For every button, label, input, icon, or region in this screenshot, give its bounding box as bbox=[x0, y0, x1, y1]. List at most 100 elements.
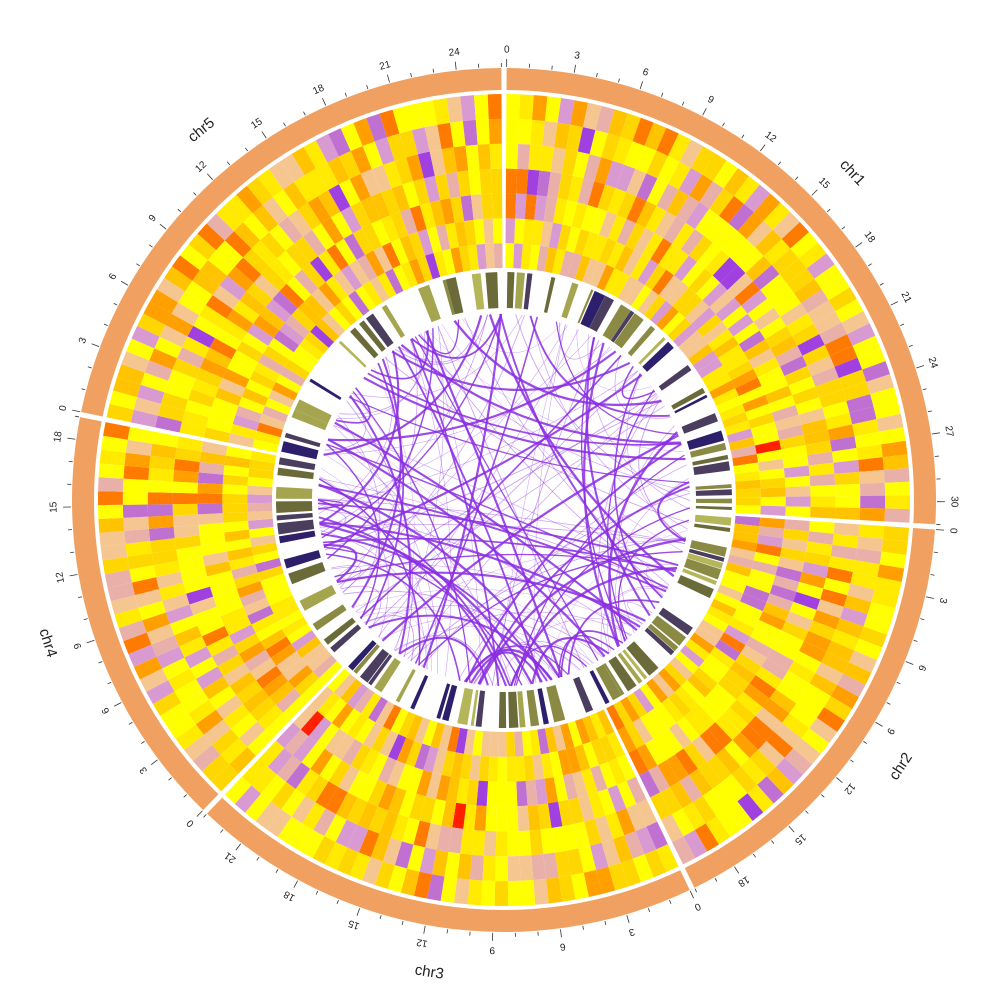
heatmap-cell bbox=[560, 723, 575, 750]
heatmap-cell bbox=[688, 768, 713, 796]
heatmap-cell bbox=[268, 389, 295, 408]
heatmap-cell bbox=[653, 733, 675, 761]
band-mark bbox=[436, 683, 451, 719]
heatmap-cell bbox=[722, 707, 749, 733]
heatmap-cell bbox=[666, 754, 689, 782]
heatmap-cell bbox=[333, 673, 357, 698]
heatmap-cell bbox=[711, 683, 737, 708]
heatmap-cell bbox=[484, 243, 495, 269]
heatmap-cell bbox=[751, 560, 778, 576]
heatmap-cell bbox=[729, 546, 756, 561]
tick-mark bbox=[128, 721, 133, 725]
heatmap-cell bbox=[360, 169, 382, 197]
heatmap-cell bbox=[843, 662, 872, 686]
tick-mark bbox=[863, 741, 868, 744]
heatmap-cell bbox=[377, 756, 397, 784]
heatmap-cell bbox=[694, 626, 720, 647]
heatmap-cell bbox=[153, 560, 181, 578]
heatmap-cell bbox=[139, 668, 169, 692]
heatmap-cell bbox=[297, 301, 322, 326]
heatmap-cell bbox=[304, 168, 329, 197]
heatmap-cell bbox=[249, 370, 276, 390]
heatmap-cell bbox=[180, 566, 208, 583]
tick-mark bbox=[788, 825, 795, 833]
heatmap-cell bbox=[654, 703, 677, 729]
heatmap-cell bbox=[157, 403, 185, 422]
heatmap-cell bbox=[99, 449, 126, 466]
heatmap-cell bbox=[134, 588, 163, 608]
link bbox=[473, 640, 591, 684]
heatmap-cell bbox=[854, 638, 883, 661]
heatmap-cell bbox=[766, 593, 794, 612]
heatmap-cell bbox=[601, 839, 621, 867]
heatmap-cell bbox=[772, 212, 800, 240]
heatmap-cell bbox=[747, 784, 774, 813]
heatmap-cell bbox=[589, 712, 607, 739]
heatmap-cell bbox=[98, 504, 124, 519]
heatmap-cell bbox=[694, 208, 719, 236]
heatmap-cell bbox=[471, 830, 486, 856]
heatmap-cell bbox=[807, 355, 835, 377]
heatmap-cell bbox=[712, 388, 739, 407]
heatmap-cell bbox=[485, 806, 497, 832]
heatmap-cell bbox=[719, 404, 746, 421]
heatmap-cell bbox=[459, 753, 473, 780]
heatmap-cell bbox=[341, 295, 364, 321]
heatmap-cell bbox=[192, 270, 220, 295]
heatmap-cell bbox=[833, 522, 860, 537]
heatmap-cell bbox=[368, 696, 388, 723]
heatmap-cell bbox=[702, 153, 727, 182]
heatmap-cell bbox=[241, 387, 269, 406]
link bbox=[359, 611, 428, 670]
heatmap-cell bbox=[248, 526, 275, 539]
band-mark bbox=[299, 584, 337, 611]
heatmap-cell bbox=[549, 751, 563, 778]
heatmap-cell bbox=[567, 252, 583, 280]
heatmap-cell bbox=[757, 366, 785, 387]
band-mark bbox=[471, 273, 485, 310]
heatmap-cell bbox=[436, 825, 453, 852]
heatmap-cell bbox=[172, 514, 199, 527]
link bbox=[338, 393, 657, 586]
heatmap-cell bbox=[336, 792, 358, 820]
link bbox=[333, 425, 438, 674]
heatmap-cell bbox=[331, 703, 354, 729]
heatmap-cell bbox=[722, 569, 750, 586]
heatmap-cell bbox=[379, 730, 399, 757]
heatmap-cell bbox=[574, 228, 590, 256]
heatmap-cell bbox=[425, 253, 441, 280]
link bbox=[334, 421, 638, 632]
heatmap-cell bbox=[156, 646, 185, 669]
link bbox=[318, 356, 393, 515]
heatmap-cell bbox=[725, 562, 752, 578]
heatmap-cell bbox=[236, 185, 263, 214]
band-mark bbox=[526, 689, 540, 727]
band-mark bbox=[283, 550, 321, 569]
heatmap-cell bbox=[260, 629, 287, 650]
tick-mark bbox=[401, 920, 404, 926]
heatmap-cell bbox=[673, 255, 698, 282]
heatmap-cell bbox=[481, 880, 496, 906]
heatmap-cell bbox=[699, 181, 724, 209]
heatmap-cell bbox=[464, 219, 477, 246]
band-mark bbox=[359, 320, 386, 352]
heatmap-cell bbox=[286, 276, 312, 302]
heatmap-cell bbox=[244, 649, 271, 672]
heatmap-cell bbox=[224, 615, 252, 636]
heatmap-cell bbox=[642, 232, 664, 260]
heatmap-cell bbox=[791, 323, 820, 346]
heatmap-cell bbox=[447, 726, 461, 753]
heatmap-cell bbox=[815, 662, 844, 686]
tick-mark bbox=[647, 908, 651, 913]
heatmap-cell bbox=[635, 145, 657, 174]
heatmap-cell bbox=[162, 593, 190, 613]
heatmap-cell bbox=[650, 792, 672, 820]
heatmap-cell bbox=[597, 184, 616, 212]
heatmap-cell bbox=[784, 365, 812, 386]
heatmap-cell bbox=[243, 597, 270, 616]
heatmap-cell bbox=[570, 100, 589, 128]
heatmap-cell bbox=[536, 245, 549, 272]
heatmap-cell bbox=[656, 844, 679, 873]
heatmap-cell bbox=[540, 221, 554, 248]
heatmap-cell bbox=[505, 168, 518, 194]
